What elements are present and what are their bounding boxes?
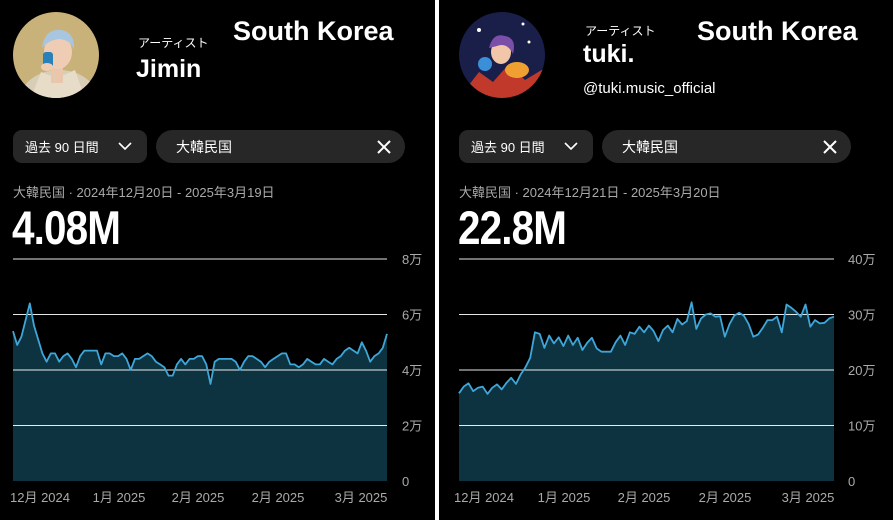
period-dropdown[interactable]: 過去 90 日間: [459, 130, 593, 163]
chevron-down-icon: [564, 142, 578, 151]
y-tick-label: 30万: [848, 308, 875, 323]
tuki-illustration-avatar[interactable]: [459, 12, 545, 98]
x-tick-label: 12月 2024: [10, 490, 70, 505]
total-streams-value: 4.08M: [12, 201, 121, 254]
country-filter-chip[interactable]: 大韓民国: [156, 130, 405, 163]
country-filter-value: 大韓民国: [622, 138, 678, 155]
country-filter-chip[interactable]: 大韓民国: [602, 130, 851, 163]
close-icon[interactable]: [822, 139, 838, 155]
date-range-label: 大韓民国 · 2024年12月20日 - 2025年3月19日: [13, 185, 275, 200]
close-icon[interactable]: [376, 139, 392, 155]
total-streams-value: 22.8M: [458, 201, 567, 254]
y-tick-label: 4万: [402, 363, 422, 378]
y-tick-label: 40万: [848, 252, 875, 267]
country-heading: South Korea: [233, 16, 394, 46]
x-tick-label: 2月 2025: [618, 490, 671, 505]
series-line: [12, 302, 388, 385]
x-tick-label: 3月 2025: [335, 490, 388, 505]
y-tick-label: 20万: [848, 363, 875, 378]
y-tick-label: 2万: [402, 419, 422, 434]
artist-panel-jimin: アーティスト Jimin South Korea 過去 90 日間 大韓民国 大…: [0, 0, 435, 520]
period-dropdown-label: 過去 90 日間: [471, 140, 545, 155]
x-tick-label: 2月 2025: [252, 490, 305, 505]
x-tick-label: 3月 2025: [782, 490, 835, 505]
streams-area-chart: 0 2万 4万 6万 8万 12月 2024 1月 2025 2月 2025 2月 2025 3月…: [10, 252, 422, 505]
x-tick-label: 2月 2025: [172, 490, 225, 505]
artist-role-label: アーティスト: [585, 24, 656, 38]
country-heading: South Korea: [697, 16, 858, 46]
area-fill: [459, 302, 834, 481]
artist-name: Jimin: [136, 55, 202, 83]
artist-role-label: アーティスト: [138, 36, 209, 50]
streams-area-chart: 0 10万 20万 30万 40万 12月 2024 1月 2025 2月 2025 2月 20…: [454, 252, 875, 505]
y-tick-label: 6万: [402, 308, 422, 323]
y-tick-label: 10万: [848, 419, 875, 434]
y-tick-label: 8万: [402, 252, 422, 267]
period-dropdown-label: 過去 90 日間: [25, 140, 99, 155]
series-line: [458, 301, 835, 395]
jimin-portrait-avatar[interactable]: [13, 12, 99, 98]
artist-name: tuki.: [583, 40, 635, 68]
y-tick-label: 0: [402, 474, 409, 489]
date-range-label: 大韓民国 · 2024年12月21日 - 2025年3月20日: [459, 185, 721, 200]
period-dropdown[interactable]: 過去 90 日間: [13, 130, 147, 163]
x-tick-label: 1月 2025: [93, 490, 146, 505]
artist-handle: @tuki.music_official: [583, 80, 716, 97]
y-tick-label: 0: [848, 474, 855, 489]
chevron-down-icon: [118, 142, 132, 151]
x-tick-label: 12月 2024: [454, 490, 514, 505]
x-tick-label: 2月 2025: [699, 490, 752, 505]
country-filter-value: 大韓民国: [176, 138, 232, 155]
x-tick-label: 1月 2025: [538, 490, 591, 505]
area-fill: [13, 303, 387, 481]
artist-panel-tuki: アーティスト tuki. @tuki.music_official South …: [439, 0, 893, 520]
